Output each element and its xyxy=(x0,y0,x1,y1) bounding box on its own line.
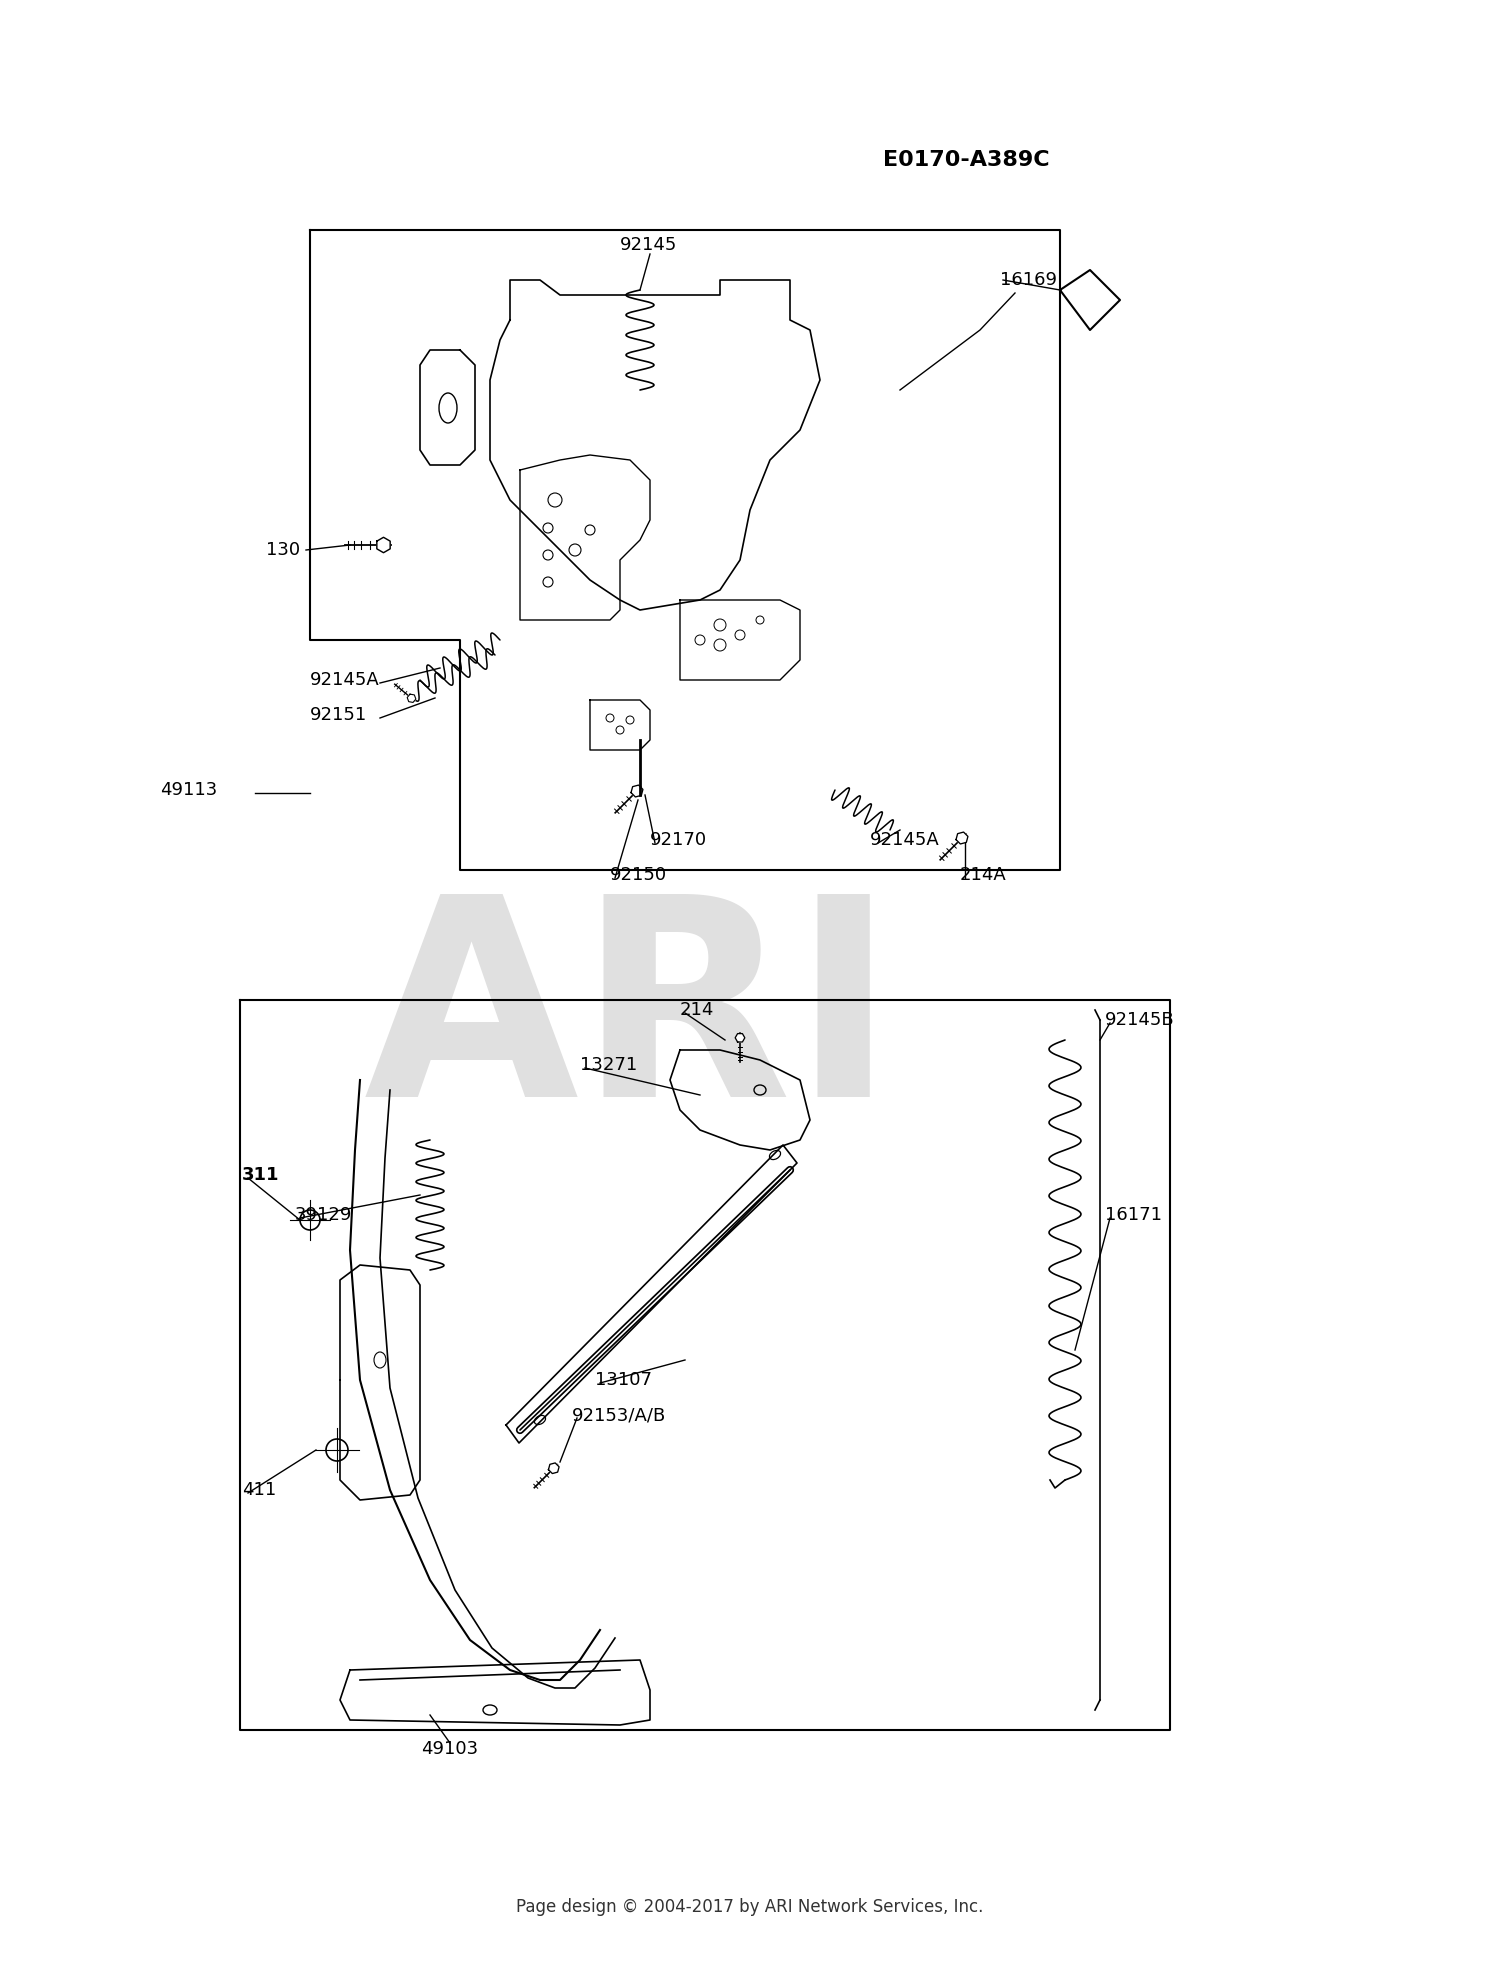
Text: 311: 311 xyxy=(242,1165,279,1183)
Polygon shape xyxy=(956,832,968,844)
Polygon shape xyxy=(632,785,644,797)
Text: 13107: 13107 xyxy=(596,1371,652,1389)
Text: 92153/A/B: 92153/A/B xyxy=(572,1407,666,1424)
Polygon shape xyxy=(376,538,390,553)
Text: 49113: 49113 xyxy=(160,781,218,799)
Text: 92145B: 92145B xyxy=(1106,1010,1174,1028)
Text: 92145A: 92145A xyxy=(310,671,380,689)
Text: 92150: 92150 xyxy=(610,865,668,885)
Polygon shape xyxy=(406,695,416,702)
Text: 16171: 16171 xyxy=(1106,1207,1162,1224)
Text: E0170-A389C: E0170-A389C xyxy=(884,149,1050,171)
Polygon shape xyxy=(549,1464,560,1473)
Text: 13271: 13271 xyxy=(580,1056,638,1073)
Polygon shape xyxy=(735,1034,746,1042)
Text: 214A: 214A xyxy=(960,865,1006,885)
Text: 92145A: 92145A xyxy=(870,832,939,850)
Text: Page design © 2004-2017 by ARI Network Services, Inc.: Page design © 2004-2017 by ARI Network S… xyxy=(516,1897,984,1917)
Text: 130: 130 xyxy=(266,542,300,559)
Text: 92145: 92145 xyxy=(620,235,678,253)
Text: 39129: 39129 xyxy=(296,1207,352,1224)
Text: 49103: 49103 xyxy=(422,1740,478,1758)
Text: 92151: 92151 xyxy=(310,706,368,724)
Text: 214: 214 xyxy=(680,1001,714,1018)
Text: ARI: ARI xyxy=(364,885,896,1156)
Text: 92170: 92170 xyxy=(650,832,706,850)
Text: 411: 411 xyxy=(242,1481,276,1499)
Text: 16169: 16169 xyxy=(1000,271,1058,288)
